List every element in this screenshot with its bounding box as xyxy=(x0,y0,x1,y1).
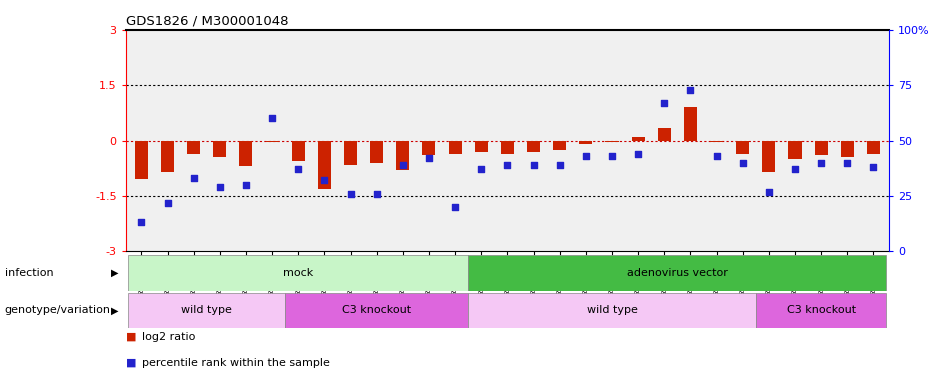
Bar xyxy=(317,141,331,189)
Point xyxy=(370,191,385,197)
Bar xyxy=(762,141,776,172)
Bar xyxy=(631,137,644,141)
Point xyxy=(526,162,541,168)
Bar xyxy=(128,292,285,328)
Bar xyxy=(397,141,410,170)
Text: genotype/variation: genotype/variation xyxy=(5,305,111,315)
Text: adenovirus vector: adenovirus vector xyxy=(627,268,728,278)
Point xyxy=(344,191,358,197)
Bar xyxy=(841,141,854,157)
Point xyxy=(578,153,593,159)
Text: wild type: wild type xyxy=(182,305,232,315)
Point xyxy=(264,116,279,122)
Text: mock: mock xyxy=(283,268,314,278)
Point xyxy=(500,162,515,168)
Bar xyxy=(756,292,886,328)
Bar xyxy=(423,141,436,155)
Bar xyxy=(815,141,828,155)
Point xyxy=(788,166,803,172)
Bar xyxy=(291,141,304,161)
Point xyxy=(604,153,619,159)
Point xyxy=(160,200,175,206)
Bar xyxy=(789,141,802,159)
Point xyxy=(212,184,227,190)
Bar xyxy=(736,141,749,153)
Text: ■: ■ xyxy=(126,332,136,342)
Point xyxy=(238,182,253,188)
Bar xyxy=(579,141,592,144)
Bar xyxy=(344,141,358,165)
Bar xyxy=(213,141,226,157)
Point xyxy=(866,164,881,170)
Point xyxy=(317,177,331,183)
Bar xyxy=(128,255,468,291)
Bar xyxy=(187,141,200,153)
Bar xyxy=(501,141,514,153)
Text: infection: infection xyxy=(5,268,53,278)
Text: ▶: ▶ xyxy=(111,268,118,278)
Text: GDS1826 / M300001048: GDS1826 / M300001048 xyxy=(126,15,289,28)
Bar xyxy=(657,128,671,141)
Bar xyxy=(710,141,723,142)
Bar xyxy=(867,141,880,153)
Point xyxy=(186,175,201,181)
Bar xyxy=(239,141,252,166)
Bar xyxy=(161,141,174,172)
Point xyxy=(474,166,489,172)
Point xyxy=(134,219,149,225)
Bar xyxy=(285,292,468,328)
Bar xyxy=(527,141,540,152)
Point xyxy=(290,166,305,172)
Bar xyxy=(475,141,488,152)
Bar xyxy=(605,141,618,142)
Bar xyxy=(684,107,697,141)
Bar xyxy=(265,141,278,142)
Point xyxy=(656,100,671,106)
Bar xyxy=(135,141,148,179)
Point xyxy=(735,160,750,166)
Point xyxy=(630,151,645,157)
Point xyxy=(422,155,437,161)
Bar xyxy=(468,255,886,291)
Text: C3 knockout: C3 knockout xyxy=(787,305,856,315)
Bar xyxy=(449,141,462,153)
Point xyxy=(762,189,776,195)
Point xyxy=(709,153,724,159)
Point xyxy=(552,162,567,168)
Point xyxy=(840,160,855,166)
Text: percentile rank within the sample: percentile rank within the sample xyxy=(142,358,331,368)
Point xyxy=(448,204,463,210)
Point xyxy=(683,87,698,93)
Bar xyxy=(468,292,756,328)
Bar xyxy=(553,141,566,150)
Bar xyxy=(371,141,384,163)
Text: log2 ratio: log2 ratio xyxy=(142,332,196,342)
Text: C3 knockout: C3 knockout xyxy=(342,305,412,315)
Point xyxy=(814,160,829,166)
Text: ■: ■ xyxy=(126,358,136,368)
Text: wild type: wild type xyxy=(587,305,638,315)
Text: ▶: ▶ xyxy=(111,305,118,315)
Point xyxy=(396,162,411,168)
